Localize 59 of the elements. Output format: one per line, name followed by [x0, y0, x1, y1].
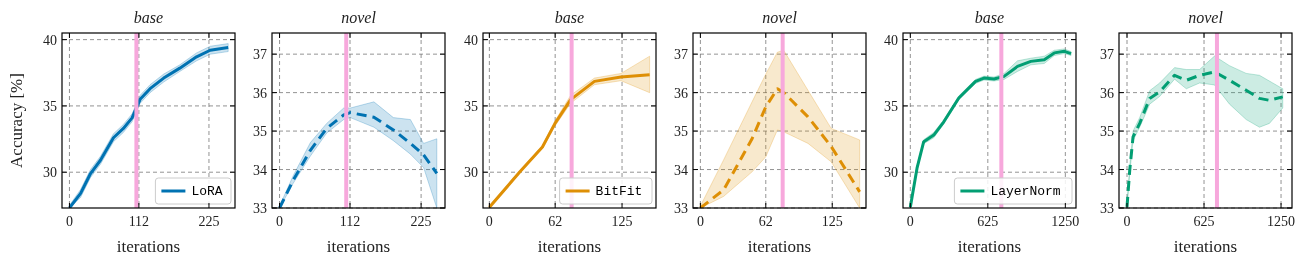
- y-tick-label: 35: [253, 124, 267, 140]
- chart-title: novel: [1188, 9, 1224, 26]
- y-tick-label: 34: [1100, 162, 1114, 178]
- x-tick-label: 1250: [1267, 214, 1296, 229]
- y-tick-label: 40: [43, 32, 57, 48]
- x-axis-title: iterations: [1173, 237, 1238, 256]
- x-tick-label: 625: [1193, 214, 1215, 229]
- y-tick-label: 30: [884, 165, 898, 181]
- y-tick-label: 33: [674, 201, 688, 216]
- y-tick-label: 35: [1100, 124, 1114, 140]
- x-tick-label: 0: [485, 214, 493, 229]
- y-tick-label: 33: [1100, 201, 1114, 216]
- x-tick-label: 0: [1123, 214, 1131, 229]
- y-tick-label: 30: [464, 165, 478, 181]
- x-tick-label: 225: [198, 214, 220, 229]
- chart-title: base: [133, 9, 164, 26]
- x-tick-label: 125: [611, 214, 633, 229]
- chart-title: novel: [762, 9, 798, 26]
- legend-label: LoRA: [191, 184, 223, 199]
- y-tick-label: 30: [43, 165, 57, 181]
- y-tick-label: 34: [253, 162, 267, 178]
- x-axis-title: iterations: [116, 237, 181, 256]
- y-tick-label: 36: [253, 85, 267, 101]
- x-tick-label: 0: [65, 214, 73, 229]
- x-axis-title: iterations: [326, 237, 391, 256]
- chart-title: novel: [341, 9, 377, 26]
- chart-title: base: [974, 9, 1005, 26]
- legend-label: BitFit: [595, 184, 643, 199]
- x-tick-label: 125: [821, 214, 843, 229]
- x-tick-label: 0: [696, 214, 704, 229]
- x-tick-label: 225: [410, 214, 432, 229]
- x-axis-title: iterations: [957, 237, 1022, 256]
- y-tick-label: 37: [253, 47, 267, 63]
- legend-label: LayerNorm: [990, 184, 1061, 199]
- x-tick-label: 625: [977, 214, 999, 229]
- x-tick-label: 112: [339, 214, 361, 229]
- chart-title: base: [554, 9, 585, 26]
- y-tick-label: 40: [464, 32, 478, 48]
- x-axis-title: iterations: [747, 237, 812, 256]
- y-tick-label: 37: [1100, 47, 1114, 63]
- y-tick-label: 40: [884, 32, 898, 48]
- x-tick-label: 62: [548, 214, 563, 229]
- y-tick-label: 36: [1100, 85, 1114, 101]
- y-tick-label: 37: [674, 47, 688, 63]
- x-tick-label: 0: [276, 214, 284, 229]
- x-tick-label: 0: [906, 214, 914, 229]
- y-tick-label: 34: [674, 162, 688, 178]
- y-tick-label: 35: [464, 98, 478, 114]
- x-tick-label: 1250: [1051, 214, 1080, 229]
- y-tick-label: 35: [43, 98, 57, 114]
- x-tick-label: 112: [128, 214, 150, 229]
- x-tick-label: 62: [758, 214, 773, 229]
- y-tick-label: 35: [674, 124, 688, 140]
- y-tick-label: 33: [253, 201, 267, 216]
- line-series: [698, 87, 862, 208]
- y-tick-label: 36: [674, 85, 688, 101]
- x-axis-title: iterations: [537, 237, 602, 256]
- y-axis-title: Accuracy [%]: [7, 73, 26, 168]
- y-tick-label: 35: [884, 98, 898, 114]
